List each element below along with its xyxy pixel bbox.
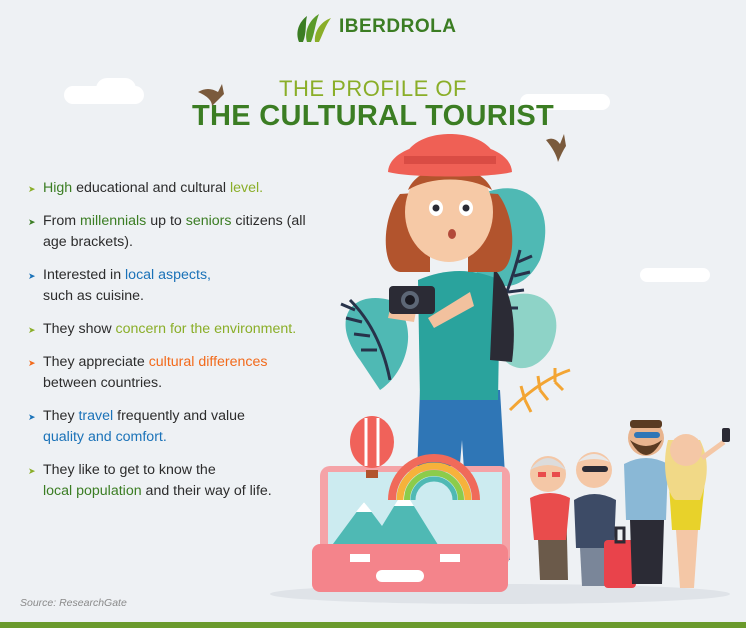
- brand-name: IBERDROLA: [339, 16, 457, 37]
- bottom-bar: [0, 622, 746, 628]
- highlight-text: millennials: [80, 213, 147, 229]
- arrow-icon: ➤: [28, 217, 36, 227]
- item-text: such as cuisine.: [43, 288, 144, 304]
- item-text: They appreciate: [43, 354, 149, 370]
- senior-man: [574, 452, 616, 586]
- title-line-2: THE CULTURAL TOURIST: [191, 100, 555, 132]
- profile-list: ➤ High educational and cultural level. ➤ F…: [28, 178, 328, 514]
- item-text: They: [43, 408, 79, 424]
- brand-logo: IBERDROLA: [293, 10, 456, 44]
- bird-icon: [546, 134, 566, 162]
- arrow-icon: ➤: [28, 184, 36, 194]
- item-text: and their way of life.: [141, 483, 272, 499]
- suitcase-illustration: [312, 454, 510, 592]
- highlight-text: quality and comfort.: [43, 429, 167, 445]
- orange-fern-decoration: [508, 368, 571, 413]
- senior-woman: [530, 456, 570, 580]
- suitcase-icon: [604, 526, 636, 588]
- highlight-text: travel: [78, 408, 114, 424]
- cloud-decoration: [640, 268, 710, 282]
- list-item: ➤ High educational and cultural level.: [28, 178, 328, 199]
- arrow-icon: ➤: [28, 325, 36, 335]
- item-text: between countries.: [43, 375, 163, 391]
- blonde-woman: [665, 428, 730, 588]
- arrow-icon: ➤: [28, 358, 36, 368]
- item-text: up to: [146, 213, 186, 229]
- item-text: From: [43, 213, 81, 229]
- list-item: ➤ They appreciate cultural differences be…: [28, 352, 328, 394]
- arrow-icon: ➤: [28, 271, 36, 281]
- title-line-1: THE PROFILE OF: [279, 76, 467, 101]
- highlight-text: High: [43, 180, 73, 196]
- item-text: They show: [43, 321, 116, 337]
- list-item: ➤ They show concern for the environment.: [28, 319, 328, 340]
- arrow-icon: ➤: [28, 466, 36, 476]
- highlight-text: local aspects,: [125, 267, 211, 283]
- list-item: ➤ They like to get to know the local popu…: [28, 460, 328, 502]
- source-note: Source: ResearchGate: [20, 597, 127, 609]
- list-item: ➤ Interested in local aspects, such as cu…: [28, 265, 328, 307]
- item-text: frequently and value: [113, 408, 245, 424]
- rainbow-decoration: [388, 454, 480, 501]
- highlight-text: concern for the environment.: [115, 321, 297, 337]
- highlight-text: local population: [43, 483, 142, 499]
- bearded-man: [624, 420, 668, 584]
- highlight-text: level.: [229, 180, 264, 196]
- item-text: They like to get to know the: [43, 462, 216, 478]
- item-text: educational and cultural: [72, 180, 230, 196]
- cloud-decoration: [96, 78, 136, 100]
- bird-icon: [198, 84, 224, 106]
- highlight-text: cultural differences: [148, 354, 268, 370]
- cloud-decoration: [520, 94, 610, 110]
- item-text: Interested in: [43, 267, 126, 283]
- leaves-icon: [297, 14, 331, 42]
- item-text: citizens (all age brackets).: [43, 213, 306, 250]
- list-item: ➤ They travel frequently and value qualit…: [28, 406, 328, 448]
- list-item: ➤ From millennials up to seniors citizens…: [28, 211, 328, 253]
- hot-air-balloon-icon: [350, 416, 394, 478]
- highlight-text: seniors: [185, 213, 232, 229]
- phone-icon: [722, 428, 730, 442]
- arrow-icon: ➤: [28, 412, 36, 422]
